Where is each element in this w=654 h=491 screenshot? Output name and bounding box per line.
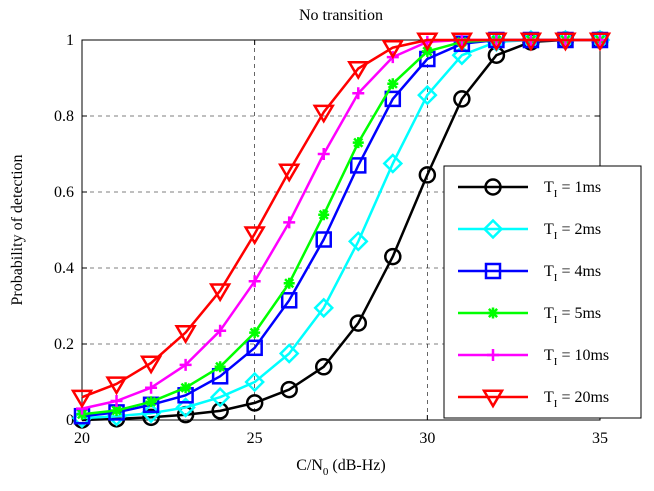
data-point-triangle <box>416 32 439 52</box>
data-point-diamond <box>313 297 335 319</box>
data-point-triangle <box>278 163 301 183</box>
data-point-diamond <box>175 397 196 418</box>
data-point-square <box>350 157 367 174</box>
series-line <box>81 38 600 399</box>
x-tick-label: 25 <box>247 430 263 447</box>
data-point-triangle <box>519 32 543 52</box>
data-point-star <box>249 327 261 339</box>
data-point-diamond <box>209 386 231 408</box>
data-point-circle <box>384 247 402 266</box>
data-point-plus <box>248 275 261 288</box>
x-tick-label: 20 <box>74 430 90 447</box>
legend-entry: TI = 20ms <box>458 389 609 410</box>
data-point-diamond <box>244 371 265 393</box>
data-point-square <box>384 90 402 108</box>
data-point-circle <box>453 90 471 108</box>
legend-entry: TI = 5ms <box>458 305 601 326</box>
data-point-circle <box>211 402 229 420</box>
legend-label: TI = 2ms <box>544 221 601 242</box>
data-point-plus <box>145 381 158 394</box>
series-6 <box>70 32 612 409</box>
y-tick-label: 0 <box>66 412 74 429</box>
data-point-circle <box>280 380 298 399</box>
data-point-diamond <box>382 153 404 174</box>
legend-label: TI = 20ms <box>544 389 609 410</box>
legend-label: TI = 10ms <box>544 347 609 368</box>
data-point-star <box>180 382 192 394</box>
data-point-triangle <box>139 355 163 375</box>
y-tick-label: 0.6 <box>54 184 74 201</box>
legend-label: TI = 4ms <box>544 263 601 284</box>
data-point-triangle <box>481 389 505 409</box>
data-point-diamond <box>417 84 438 106</box>
data-point-star <box>283 277 295 289</box>
data-point-triangle <box>554 32 577 52</box>
x-tick-label: 35 <box>592 430 608 447</box>
data-point-triangle <box>105 376 128 396</box>
data-point-circle <box>142 408 160 427</box>
data-point-circle <box>349 314 368 332</box>
data-point-diamond <box>140 402 162 424</box>
x-axis-label: C/N0 (dB-Hz) <box>296 457 385 478</box>
data-point-square <box>315 231 332 248</box>
series-layer <box>70 29 612 429</box>
data-point-star <box>318 209 330 221</box>
legend-label: TI = 1ms <box>544 179 601 200</box>
chart-title: No transition <box>299 7 383 24</box>
data-point-plus <box>317 148 330 160</box>
data-point-triangle <box>312 104 335 124</box>
y-tick-label: 0.8 <box>54 108 74 125</box>
y-tick-label: 0.2 <box>54 336 74 353</box>
data-point-square <box>280 292 298 309</box>
data-point-triangle <box>208 283 232 303</box>
data-point-triangle <box>174 325 197 345</box>
x-axis-label-subscript: 0 <box>323 466 329 478</box>
data-point-star <box>111 405 123 416</box>
data-point-plus <box>179 358 192 371</box>
data-point-star <box>487 307 499 319</box>
legend-entry: TI = 4ms <box>458 262 601 284</box>
data-point-circle <box>484 178 502 196</box>
data-point-plus <box>110 395 123 407</box>
data-point-triangle <box>70 389 94 409</box>
data-point-circle <box>418 166 437 184</box>
legend-entry: TI = 10ms <box>458 347 609 368</box>
ticks: 20 25 30 35 0 0.2 0.4 0.6 0.8 1 <box>54 32 608 447</box>
data-point-star <box>352 137 364 149</box>
y-tick-label: 1 <box>66 32 74 49</box>
y-axis-label: Probability of detection <box>9 154 26 305</box>
data-point-diamond <box>278 343 300 364</box>
legend-entry: TI = 2ms <box>458 218 601 242</box>
data-point-triangle <box>485 32 508 52</box>
data-point-plus <box>214 324 227 337</box>
legend-box <box>443 165 642 419</box>
data-point-triangle <box>381 40 404 60</box>
legend-entry: TI = 1ms <box>458 178 601 200</box>
data-point-star <box>387 78 399 90</box>
data-point-plus <box>487 349 499 361</box>
data-point-diamond <box>482 218 504 240</box>
y-tick-label: 0.4 <box>54 260 74 277</box>
data-point-circle <box>314 358 333 376</box>
data-point-diamond <box>451 44 473 66</box>
data-point-star <box>214 361 226 373</box>
data-point-square <box>484 262 502 280</box>
legend-label: TI = 5ms <box>544 305 601 326</box>
data-point-triangle <box>450 32 474 52</box>
series-line <box>81 38 600 422</box>
legend: TI = 1ms TI = 2ms TI = 4ms TI = 5ms TI = 10m… <box>443 165 642 419</box>
data-point-triangle <box>588 32 612 52</box>
data-point-diamond <box>347 231 369 252</box>
data-point-plus <box>352 87 365 100</box>
data-point-square <box>246 339 263 357</box>
data-point-star <box>145 396 157 408</box>
data-point-triangle <box>243 226 266 246</box>
data-point-plus <box>283 216 296 229</box>
data-point-triangle <box>347 60 370 80</box>
x-tick-label: 30 <box>419 430 435 447</box>
data-point-circle <box>245 394 264 412</box>
